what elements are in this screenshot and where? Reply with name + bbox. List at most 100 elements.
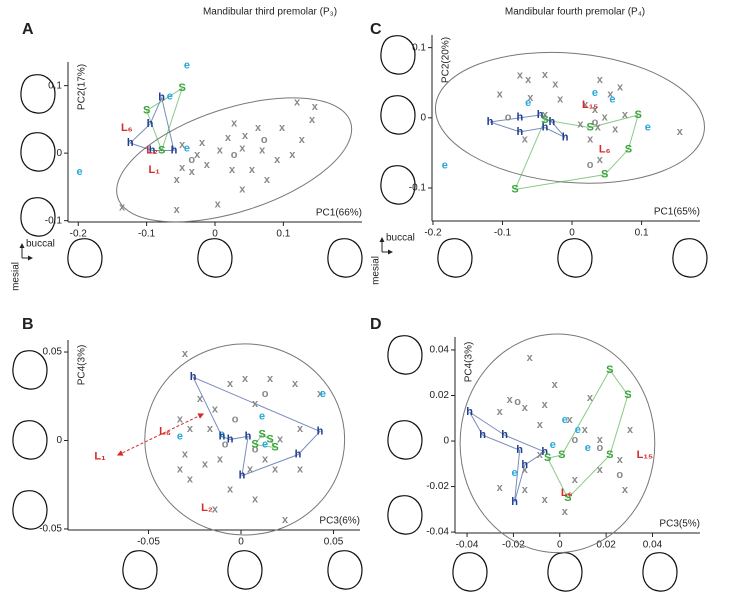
- point-marker: x: [627, 424, 634, 436]
- shift-arrow: [116, 413, 205, 456]
- panel-letter: A: [22, 21, 34, 38]
- point-marker: x: [292, 378, 299, 390]
- confidence-ellipse: [144, 343, 346, 536]
- point-marker: L₁: [94, 450, 106, 462]
- point-marker: e: [219, 428, 225, 440]
- point-marker: S: [601, 169, 608, 181]
- x-axis-label: PC1(66%): [316, 208, 362, 219]
- point-marker: x: [231, 117, 238, 129]
- point-marker: x: [537, 449, 544, 461]
- y-tick-label: 0: [56, 148, 62, 159]
- point-marker: h: [239, 470, 246, 482]
- x-tick-label: 0: [238, 537, 244, 548]
- x-axis-label: PC3(5%): [659, 519, 700, 530]
- point-marker: x: [262, 453, 269, 465]
- orientation-label: mesial: [371, 256, 382, 285]
- point-marker: x: [239, 184, 246, 196]
- point-marker: x: [182, 348, 189, 360]
- point-marker: x: [522, 402, 529, 414]
- point-marker: h: [501, 429, 508, 441]
- point-marker: h: [516, 444, 523, 456]
- point-marker: x: [597, 74, 604, 86]
- point-marker: x: [197, 393, 204, 405]
- point-marker: x: [242, 130, 249, 142]
- tooth-outline: [437, 238, 473, 278]
- x-tick-label: 0.04: [643, 540, 663, 551]
- x-tick-label: -0.2: [70, 229, 88, 240]
- point-marker: e: [562, 414, 568, 426]
- y-tick-label: 0.05: [43, 347, 63, 358]
- orientation-label: buccal: [386, 233, 415, 244]
- point-marker: o: [597, 442, 604, 454]
- orientation-label: buccal: [26, 239, 55, 250]
- point-marker: x: [497, 406, 504, 418]
- point-marker: x: [177, 413, 184, 425]
- tooth-outline: [20, 132, 56, 172]
- point-marker: x: [227, 378, 234, 390]
- point-marker: S: [511, 183, 518, 195]
- point-marker: e: [262, 438, 268, 450]
- tooth-outline: [327, 550, 363, 590]
- point-marker: x: [597, 154, 604, 166]
- point-marker: S: [541, 114, 548, 126]
- point-marker: x: [542, 494, 549, 506]
- y-axis-label: PC4(3%): [77, 345, 88, 386]
- point-marker: x: [174, 204, 181, 216]
- point-marker: x: [562, 506, 569, 518]
- y-axis-label: PC4(3%): [464, 342, 475, 383]
- point-marker: x: [174, 174, 181, 186]
- point-marker: x: [189, 166, 196, 178]
- point-marker: L₁₅: [637, 449, 653, 461]
- confidence-ellipse: [116, 97, 353, 223]
- point-marker: o: [514, 396, 521, 408]
- point-marker: h: [245, 430, 252, 442]
- point-marker: e: [575, 424, 581, 436]
- tooth-outline: [12, 420, 48, 460]
- point-marker: h: [487, 116, 494, 128]
- point-marker: S: [564, 492, 571, 504]
- point-marker: o: [232, 413, 239, 425]
- point-marker: e: [525, 97, 531, 109]
- point-marker: e: [320, 388, 326, 400]
- point-marker: x: [602, 112, 609, 124]
- y-tick-label: -0.04: [426, 527, 449, 538]
- y-tick-label: 0: [56, 435, 62, 446]
- point-marker: x: [202, 458, 209, 470]
- point-marker: x: [309, 114, 316, 126]
- point-marker: o: [616, 469, 623, 481]
- point-marker: x: [522, 484, 529, 496]
- point-marker: x: [595, 122, 602, 134]
- point-marker: x: [525, 74, 532, 86]
- point-marker: x: [317, 388, 324, 400]
- point-marker: x: [259, 144, 266, 156]
- point-marker: x: [497, 89, 504, 101]
- point-marker: x: [607, 89, 614, 101]
- x-tick-label: -0.04: [456, 540, 479, 551]
- point-marker: x: [552, 379, 559, 391]
- point-marker: x: [199, 137, 206, 149]
- x-tick-label: 0: [557, 540, 563, 551]
- point-marker: h: [479, 429, 486, 441]
- point-marker: x: [217, 453, 224, 465]
- x-tick-label: -0.2: [424, 228, 442, 239]
- point-marker: x: [617, 82, 624, 94]
- group-outline: [469, 411, 546, 503]
- point-marker: x: [622, 109, 629, 121]
- tooth-outline: [380, 35, 416, 75]
- point-marker: x: [299, 134, 306, 146]
- y-tick-label: -0.02: [426, 481, 449, 492]
- tooth-outline: [387, 495, 423, 535]
- point-marker: S: [606, 364, 613, 376]
- point-marker: x: [207, 423, 214, 435]
- point-marker: o: [222, 438, 229, 450]
- point-marker: h: [517, 126, 524, 138]
- point-marker: S: [606, 449, 613, 461]
- point-marker: x: [542, 109, 549, 121]
- point-marker: L₆: [599, 143, 611, 155]
- tooth-outline: [327, 238, 363, 278]
- point-marker: x: [597, 464, 604, 476]
- group-outline: [546, 369, 629, 500]
- point-marker: o: [188, 154, 195, 166]
- point-marker: e: [184, 142, 190, 154]
- point-marker: x: [255, 122, 262, 134]
